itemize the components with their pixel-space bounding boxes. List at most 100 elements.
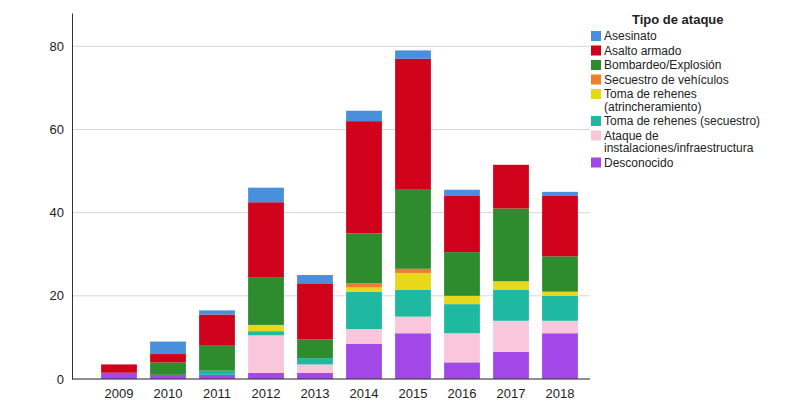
legend-label-line: Desconocido (604, 156, 674, 170)
legend-label-line: Asalto armado (604, 44, 682, 58)
bar (542, 292, 578, 296)
x-tick: 2014 (350, 379, 379, 401)
bar (101, 364, 137, 365)
bar (150, 354, 186, 362)
x-tick-label: 2010 (154, 386, 183, 401)
x-tick-label: 2011 (203, 386, 231, 401)
legend-label: Bombardeo/Explosión (604, 58, 721, 72)
x-tick-label: 2009 (105, 386, 134, 401)
bar (199, 371, 235, 375)
bar (101, 364, 137, 372)
y-tick-label: 40 (50, 205, 64, 220)
legend-swatch (591, 31, 601, 41)
y-tick-label: 60 (50, 122, 64, 137)
bar (493, 290, 529, 321)
legend-label: Toma de rehenes (secuestro) (604, 114, 760, 128)
legend-label-line: instalaciones/infraestructura (604, 141, 754, 155)
legend-swatch (591, 89, 601, 99)
bar (493, 164, 529, 165)
legend-swatch (591, 46, 601, 56)
legend-label: Ataque deinstalaciones/infraestructura (604, 129, 754, 156)
bar (542, 256, 578, 291)
bar (248, 325, 284, 331)
bar (297, 358, 333, 364)
x-tick-label: 2015 (399, 386, 428, 401)
x-tick: 2015 (399, 379, 428, 401)
legend-swatch (591, 131, 601, 141)
grid-line (72, 46, 590, 47)
legend-label-line: Toma de rehenes (secuestro) (604, 114, 760, 128)
x-tick: 2017 (497, 379, 526, 401)
x-tick: 2013 (301, 379, 330, 401)
legend-label-line: Asesinato (604, 29, 657, 43)
x-tick-label: 2016 (448, 386, 477, 401)
bar (542, 321, 578, 333)
bar (248, 188, 284, 203)
bar (395, 333, 431, 379)
legend-label: Toma de rehenes(atrincheramiento) (604, 87, 701, 114)
bar (346, 292, 382, 329)
y-tick: 20 (50, 288, 72, 303)
bar (150, 342, 186, 354)
bar (493, 281, 529, 289)
y-tick-label: 20 (50, 288, 64, 303)
bar (395, 317, 431, 334)
legend: Tipo de ataqueAsesinatoAsalto armadoBomb… (591, 12, 760, 170)
bar (395, 290, 431, 317)
bar (346, 111, 382, 121)
bar (199, 310, 235, 314)
bar (346, 344, 382, 379)
y-tick-label: 80 (50, 39, 64, 54)
legend-label: Desconocido (604, 156, 674, 170)
bar (395, 50, 431, 58)
bar (542, 296, 578, 321)
legend-label: Secuestro de vehículos (604, 73, 729, 87)
bar (444, 362, 480, 379)
bar (493, 165, 529, 209)
bar (395, 269, 431, 273)
bar (395, 273, 431, 290)
bar (444, 190, 480, 196)
bar (346, 233, 382, 283)
x-tick-label: 2012 (252, 386, 281, 401)
bar (297, 275, 333, 283)
x-axis-line (72, 379, 590, 380)
bars (101, 50, 578, 379)
grid (72, 46, 590, 379)
bar (199, 375, 235, 379)
y-axis: 0 20 40 60 80 (50, 14, 73, 387)
bar (493, 321, 529, 352)
legend-label-line: Bombardeo/Explosión (604, 58, 721, 72)
x-tick-label: 2013 (301, 386, 330, 401)
legend-label: Asesinato (604, 29, 657, 43)
grid-line (72, 379, 590, 380)
bar (493, 352, 529, 379)
x-tick: 2009 (105, 379, 134, 401)
bar (248, 277, 284, 325)
y-tick: 60 (50, 122, 72, 137)
bar (444, 252, 480, 296)
bar (395, 190, 431, 269)
legend-label: Asalto armado (604, 44, 682, 58)
y-axis-line (72, 14, 73, 380)
x-tick: 2016 (448, 379, 477, 401)
bar (542, 192, 578, 196)
bar (444, 304, 480, 333)
bar (199, 315, 235, 346)
x-axis: 2009201020112012201320142015201620172018 (72, 379, 590, 401)
y-tick: 40 (50, 205, 72, 220)
bar (493, 208, 529, 281)
legend-label-line: (atrincheramiento) (604, 100, 701, 114)
x-tick: 2012 (252, 379, 281, 401)
x-tick-label: 2017 (497, 386, 526, 401)
legend-swatch (591, 116, 601, 126)
bar (346, 121, 382, 233)
bar (346, 329, 382, 344)
bar (150, 362, 186, 374)
legend-label-line: Secuestro de vehículos (604, 73, 729, 87)
chart: 0 20 40 60 80 2009 2010 2011 2012 2013 2014 2015 201… (0, 0, 800, 408)
y-tick: 0 (57, 372, 72, 387)
bar (297, 364, 333, 372)
bar (248, 202, 284, 277)
legend-swatch (591, 75, 601, 85)
